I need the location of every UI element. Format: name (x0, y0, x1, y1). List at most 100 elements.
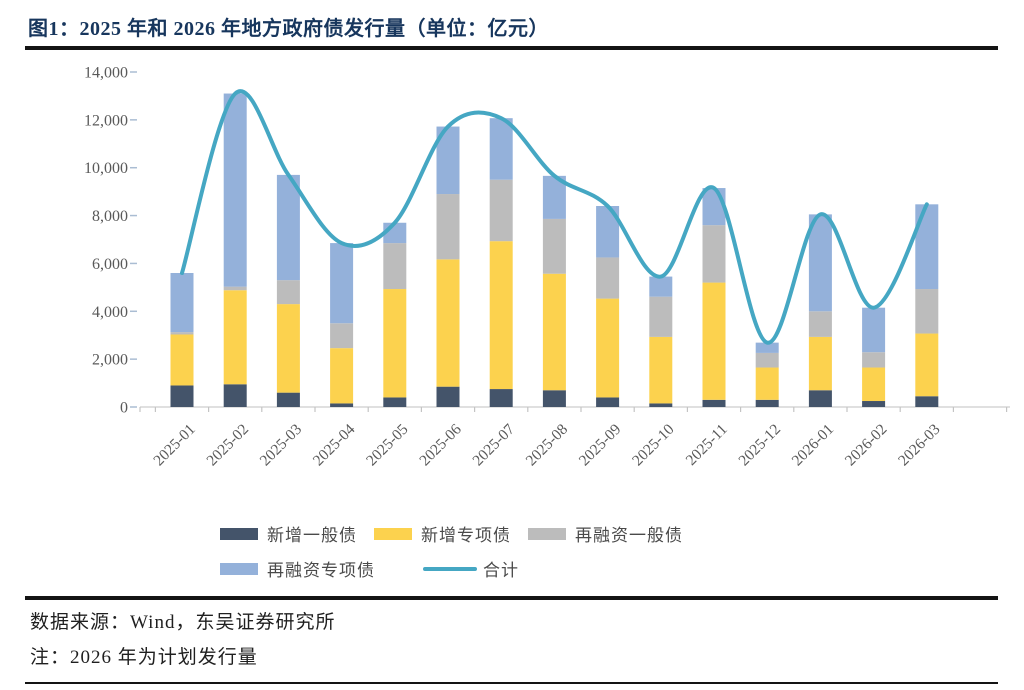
bar-segment-refinancing-special-bond (436, 126, 460, 195)
legend-item-refinancing-special-bond: 再融资专项债 (220, 556, 375, 581)
bar-segment-new-general-bond (649, 403, 673, 407)
bar-segment-refinancing-general-bond (596, 257, 620, 299)
bar-segment-refinancing-general-bond (276, 280, 300, 305)
bar-segment-new-special-bond (808, 336, 832, 391)
bar-segment-new-general-bond (223, 384, 247, 407)
bar-segment-new-general-bond (276, 392, 300, 407)
bar-segment-new-general-bond (596, 397, 620, 407)
bar-segment-refinancing-general-bond (223, 286, 247, 291)
figure-title: 图1：2025 年和 2026 年地方政府债发行量（单位：亿元） (28, 18, 549, 40)
x-axis-label: 2026-01 (789, 421, 838, 470)
bar-segment-new-special-bond (755, 367, 779, 400)
x-axis-label: 2025-09 (576, 421, 625, 470)
bar-segment-new-general-bond (170, 385, 194, 407)
title-divider (25, 46, 998, 50)
y-axis-label: 4,000 (92, 304, 128, 321)
legend-label-total-line: 合计 (483, 561, 519, 580)
y-axis-label: 6,000 (92, 256, 128, 273)
bar-segment-new-special-bond (915, 333, 939, 397)
bar-segment-refinancing-special-bond (862, 307, 886, 353)
legend-swatch-refinancing-special-bond (220, 562, 258, 575)
data-source-note: 数据来源：Wind，东吴证券研究所 (30, 612, 336, 633)
legend-label-refinancing-special-bond: 再融资专项债 (267, 561, 375, 580)
bar-segment-refinancing-special-bond (223, 93, 247, 287)
x-axis-label: 2025-06 (416, 421, 465, 470)
y-axis-label: 12,000 (84, 112, 128, 129)
bar-segment-new-general-bond (542, 390, 566, 407)
bar-segment-refinancing-special-bond (702, 188, 726, 226)
bar-segment-refinancing-special-bond (649, 276, 673, 297)
legend-label-new-special-bond: 新增专项债 (421, 526, 511, 545)
bar-segment-new-special-bond (170, 334, 194, 386)
bar-segment-refinancing-special-bond (489, 118, 513, 180)
bar-segment-refinancing-special-bond (330, 243, 354, 324)
bar-segment-refinancing-special-bond (596, 206, 620, 258)
bar-segment-new-general-bond (383, 397, 407, 407)
y-axis-label: 0 (120, 400, 128, 417)
bar-segment-refinancing-special-bond (276, 174, 300, 281)
bar-segment-refinancing-general-bond (755, 352, 779, 368)
total-line (180, 89, 929, 345)
bar-segment-new-special-bond (383, 289, 407, 398)
bar-segment-new-general-bond (808, 390, 832, 407)
bar-segment-refinancing-general-bond (915, 289, 939, 334)
legend-swatch-new-special-bond (374, 527, 412, 540)
bar-segment-new-special-bond (489, 241, 513, 390)
bar-segment-new-special-bond (436, 259, 460, 387)
bar-segment-refinancing-special-bond (170, 273, 194, 333)
x-axis-label: 2025-04 (310, 421, 359, 470)
x-axis-label: 2025-11 (683, 421, 731, 469)
x-axis-label: 2025-02 (203, 421, 252, 470)
plan-remark-note: 注：2026 年为计划发行量 (30, 647, 258, 668)
bar-segment-new-special-bond (596, 298, 620, 398)
legend-divider (25, 596, 998, 600)
x-axis-label: 2025-05 (363, 421, 412, 470)
bar-segment-refinancing-general-bond (862, 352, 886, 368)
x-axis-label: 2025-10 (629, 421, 678, 470)
legend-item-total-line: 合计 (423, 556, 519, 581)
y-axis-label: 2,000 (92, 352, 128, 369)
legend-item-new-special-bond: 新增专项债 (374, 521, 511, 546)
chart-legend: 新增一般债 新增专项债 再融资一般债再融资专项债 合计 (0, 0, 1024, 580)
bottom-divider (25, 682, 998, 684)
bar-segment-refinancing-general-bond (489, 179, 513, 242)
x-axis-label: 2025-01 (150, 421, 199, 470)
y-axis-label: 8,000 (92, 208, 128, 225)
legend-swatch-new-general-bond (220, 527, 258, 540)
bar-segment-new-general-bond (489, 389, 513, 407)
bar-segment-refinancing-general-bond (542, 218, 566, 274)
legend-item-refinancing-general-bond: 再融资一般债 (528, 521, 683, 546)
bar-segment-new-special-bond (223, 290, 247, 385)
legend-swatch-total-line (423, 566, 477, 571)
legend-label-refinancing-general-bond: 再融资一般债 (575, 526, 683, 545)
bar-segment-new-special-bond (862, 367, 886, 402)
bar-segment-refinancing-general-bond (436, 194, 460, 260)
bar-segment-refinancing-general-bond (808, 311, 832, 337)
bond-issuance-chart: 0 2,000 4,000 6,000 8,000 10,000 12,000 14,000 2… (84, 65, 1010, 470)
x-axis-label: 2025-12 (735, 421, 784, 470)
bar-segment-new-special-bond (330, 348, 354, 404)
x-axis-label: 2025-03 (257, 421, 306, 470)
bar-segment-refinancing-general-bond (702, 225, 726, 283)
x-axis-label: 2025-07 (469, 421, 518, 470)
x-axis-label: 2026-03 (895, 421, 944, 470)
y-axis-label: 10,000 (84, 160, 128, 177)
legend-label-new-general-bond: 新增一般债 (267, 526, 357, 545)
bar-segment-new-general-bond (702, 399, 726, 407)
bar-segment-refinancing-general-bond (330, 323, 354, 349)
bar-segment-new-special-bond (649, 336, 673, 404)
bar-segment-refinancing-special-bond (755, 342, 779, 353)
bar-segment-new-general-bond (915, 396, 939, 407)
bar-segment-new-special-bond (542, 273, 566, 391)
bar-segment-refinancing-special-bond (542, 175, 566, 219)
bar-segment-new-general-bond (755, 399, 779, 407)
x-axis-label: 2025-08 (523, 421, 572, 470)
legend-item-new-general-bond: 新增一般债 (220, 521, 357, 546)
bar-segment-refinancing-general-bond (649, 296, 673, 337)
bar-segment-new-special-bond (702, 282, 726, 400)
bar-segment-new-general-bond (436, 386, 460, 407)
bar-segment-refinancing-general-bond (383, 243, 407, 290)
x-axis-label: 2026-02 (842, 421, 891, 470)
bar-segment-new-general-bond (330, 403, 354, 407)
